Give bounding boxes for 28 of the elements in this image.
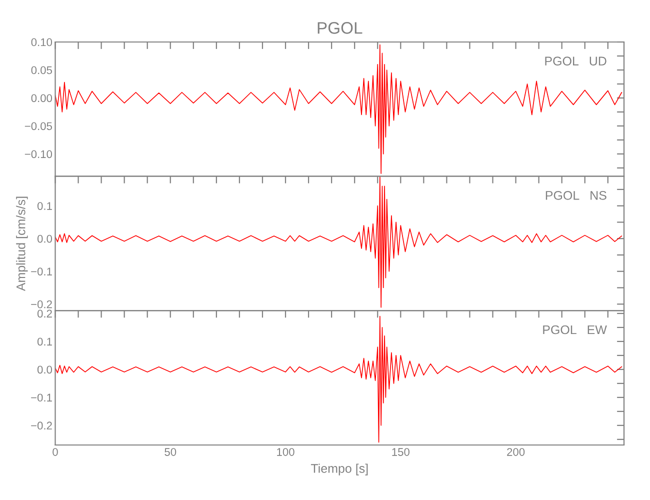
line-series	[55, 44, 622, 174]
y-tick-label: −0.2	[31, 300, 52, 308]
x-tick-label: 200	[507, 448, 525, 456]
y-tick-label: −0.05	[24, 122, 52, 130]
y-tick-label: 0.1	[37, 202, 52, 210]
x-axis-title: Tiempo [s]	[310, 464, 368, 476]
x-tick-label: 100	[277, 448, 294, 456]
annotation: PGOL EW	[543, 325, 607, 334]
line-series	[55, 316, 622, 443]
y-tick-label: −0.10	[24, 150, 52, 158]
y-tick-label: 0.0	[37, 234, 52, 243]
line-series	[55, 176, 622, 308]
y-tick-label: −0.1	[31, 268, 52, 276]
y-tick-label: 0.05	[31, 66, 52, 74]
annotation: PGOL NS	[546, 190, 606, 200]
y-tick-label: −0.2	[31, 422, 52, 430]
y-tick-label: 0.10	[31, 38, 52, 46]
x-tick-label: 0	[52, 448, 58, 456]
chart-title: PGOL	[318, 22, 362, 34]
annotation: PGOL UD	[545, 56, 606, 66]
x-tick-label: 150	[392, 448, 410, 456]
y-axis-title: Amplitud [cm/s/s]	[16, 196, 28, 292]
x-tick-label: 50	[164, 448, 176, 456]
y-tick-label: 0.1	[37, 338, 52, 346]
y-tick-label: −0.1	[31, 394, 52, 402]
y-tick-label: 0.2	[37, 310, 52, 318]
y-tick-label: 0.00	[31, 94, 52, 102]
y-tick-label: 0.0	[37, 366, 52, 374]
